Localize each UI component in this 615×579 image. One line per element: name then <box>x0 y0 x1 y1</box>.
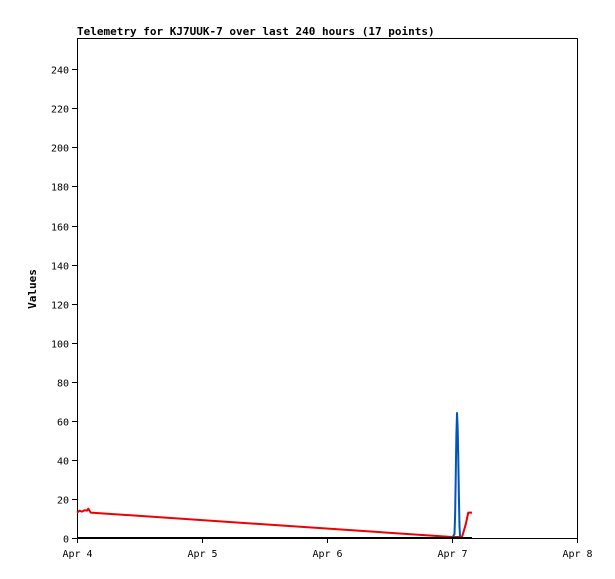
y-tick-label: 40 <box>57 457 69 468</box>
series-layer <box>76 412 472 539</box>
series-line-0 <box>76 507 472 539</box>
y-axis: 0 20 40 60 80 100 120 140 160 180 200 220 240 <box>51 66 77 546</box>
y-tick-label: 140 <box>51 262 69 273</box>
x-tick-label: Apr 6 <box>312 549 342 560</box>
y-tick-label: 220 <box>51 105 69 116</box>
y-tick-label: 0 <box>63 535 69 546</box>
y-tick-label: 160 <box>51 223 69 234</box>
plot-frame <box>77 38 578 539</box>
series-line-1 <box>451 412 462 539</box>
x-tick-label: Apr 8 <box>562 549 592 560</box>
y-tick-label: 80 <box>57 379 69 390</box>
y-tick-label: 120 <box>51 301 69 312</box>
chart-title: Telemetry for KJ7UUK-7 over last 240 hou… <box>77 25 435 38</box>
x-tick-label: Apr 5 <box>187 549 217 560</box>
y-tick-label: 20 <box>57 496 69 507</box>
y-tick-label: 180 <box>51 183 69 194</box>
y-tick-label: 100 <box>51 340 69 351</box>
y-tick-label: 240 <box>51 66 69 77</box>
y-tick-label: 60 <box>57 418 69 429</box>
y-axis-label: Values <box>26 269 39 309</box>
x-tick-label: Apr 7 <box>437 549 467 560</box>
y-tick-label: 200 <box>51 144 69 155</box>
x-axis: Apr 4 Apr 5 Apr 6 Apr 7 Apr 8 <box>62 538 593 560</box>
x-tick-label: Apr 4 <box>62 549 92 560</box>
